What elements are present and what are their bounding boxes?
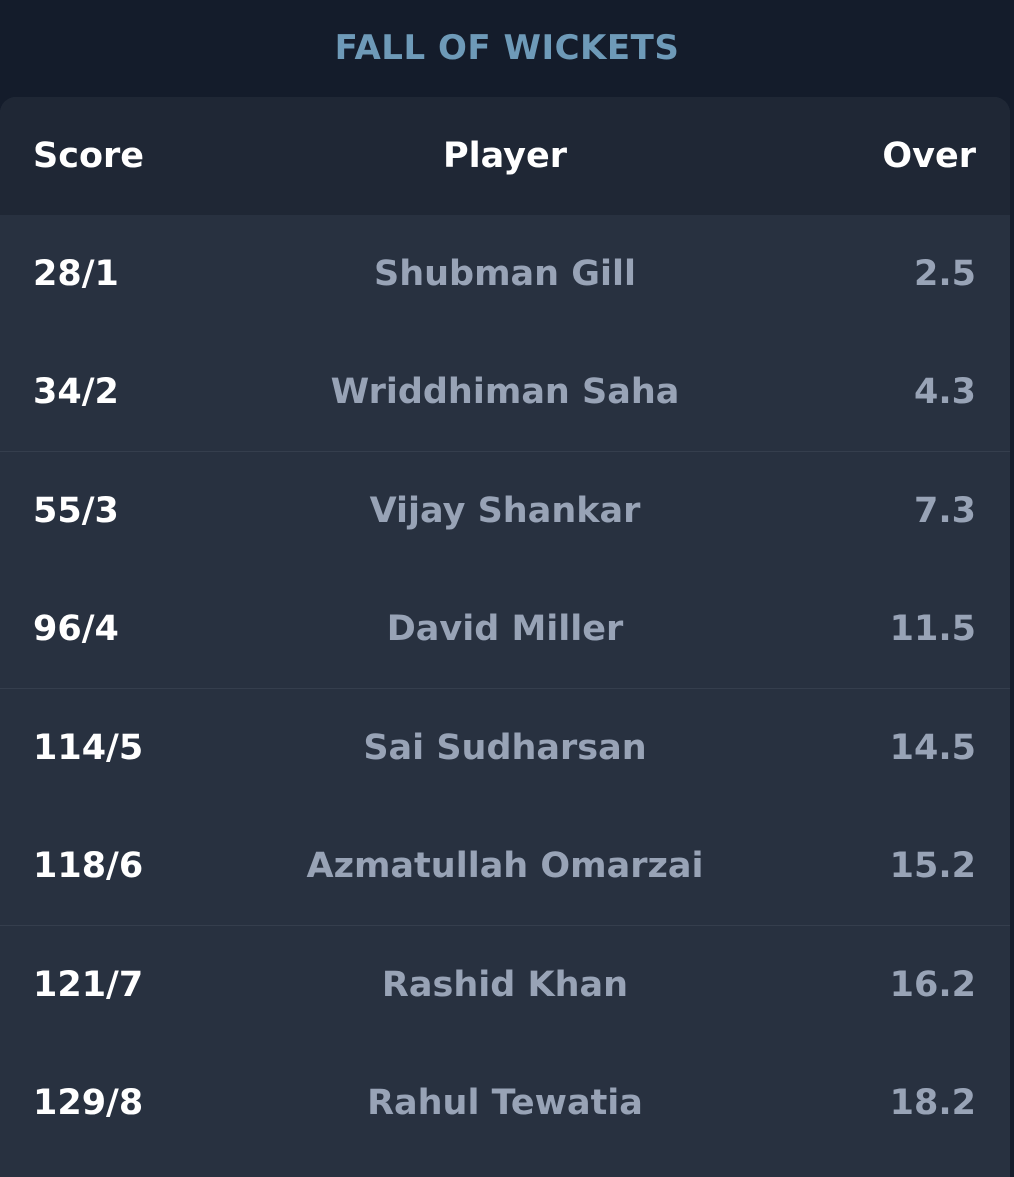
over-column-header: Over bbox=[882, 136, 976, 176]
player-cell: Shubman Gill bbox=[373, 254, 636, 294]
over-cell: 16.2 bbox=[889, 965, 976, 1005]
player-cell: Rahul Tewatia bbox=[367, 1083, 643, 1123]
table-row: 28/1 Shubman Gill 2.5 bbox=[0, 215, 1010, 333]
table-row: 55/3 Vijay Shankar 7.3 bbox=[0, 451, 1010, 570]
score-cell: 34/2 bbox=[33, 372, 119, 412]
over-cell: 15.2 bbox=[889, 846, 976, 886]
over-cell: 18.2 bbox=[889, 1083, 976, 1123]
over-cell: 4.3 bbox=[913, 372, 976, 412]
over-cell: 11.5 bbox=[889, 609, 976, 649]
table-row: 118/6 Azmatullah Omarzai 15.2 bbox=[0, 807, 1010, 925]
player-cell: Azmatullah Omarzai bbox=[306, 846, 704, 886]
player-cell: Wriddhiman Saha bbox=[330, 372, 680, 412]
player-cell: Sai Sudharsan bbox=[363, 728, 647, 768]
score-cell: 96/4 bbox=[33, 609, 119, 649]
table-row: 121/7 Rashid Khan 16.2 bbox=[0, 925, 1010, 1044]
fall-of-wickets-table: Score Player Over 28/1 Shubman Gill 2.5 … bbox=[0, 97, 1010, 1177]
score-cell: 129/8 bbox=[33, 1083, 144, 1123]
player-column-header: Player bbox=[442, 136, 567, 176]
section-title: FALL OF WICKETS bbox=[334, 28, 680, 68]
over-cell: 7.3 bbox=[913, 491, 976, 531]
score-cell: 55/3 bbox=[33, 491, 119, 531]
player-cell: David Miller bbox=[386, 609, 624, 649]
table-header: Score Player Over bbox=[0, 97, 1010, 215]
table-row: 34/2 Wriddhiman Saha 4.3 bbox=[0, 333, 1010, 451]
over-cell: 2.5 bbox=[913, 254, 976, 294]
score-column-header: Score bbox=[33, 136, 144, 176]
score-cell: 118/6 bbox=[33, 846, 144, 886]
score-cell: 28/1 bbox=[33, 254, 119, 294]
table-row: 96/4 David Miller 11.5 bbox=[0, 570, 1010, 688]
player-cell: Rashid Khan bbox=[381, 965, 629, 1005]
score-cell: 121/7 bbox=[33, 965, 144, 1005]
score-cell: 114/5 bbox=[33, 728, 144, 768]
player-cell: Vijay Shankar bbox=[369, 491, 641, 531]
table-row: 129/8 Rahul Tewatia 18.2 bbox=[0, 1044, 1010, 1162]
table-row: 114/5 Sai Sudharsan 14.5 bbox=[0, 688, 1010, 807]
over-cell: 14.5 bbox=[889, 728, 976, 768]
